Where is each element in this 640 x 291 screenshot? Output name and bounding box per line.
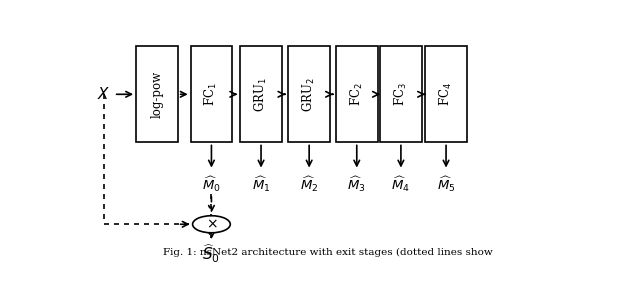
Text: FC$_1$: FC$_1$ — [204, 82, 220, 106]
Bar — [425, 46, 467, 143]
Text: GRU$_1$: GRU$_1$ — [253, 77, 269, 112]
Text: Fig. 1: nsNet2 architecture with exit stages (dotted lines show: Fig. 1: nsNet2 architecture with exit st… — [163, 248, 493, 257]
Text: $\widehat{M}_4$: $\widehat{M}_4$ — [392, 174, 410, 194]
Circle shape — [193, 216, 230, 233]
Text: $\times$: $\times$ — [205, 217, 218, 231]
Text: GRU$_2$: GRU$_2$ — [301, 77, 317, 112]
Text: $\widehat{M}_3$: $\widehat{M}_3$ — [348, 174, 366, 194]
Bar — [136, 46, 178, 143]
Bar — [289, 46, 330, 143]
Text: FC$_3$: FC$_3$ — [393, 82, 409, 106]
Bar — [380, 46, 422, 143]
Text: $\widehat{M}_5$: $\widehat{M}_5$ — [436, 174, 455, 194]
Text: FC$_2$: FC$_2$ — [349, 82, 365, 106]
Text: FC$_4$: FC$_4$ — [438, 82, 454, 106]
Bar — [191, 46, 232, 143]
Text: $\widehat{M}_1$: $\widehat{M}_1$ — [252, 174, 270, 194]
Bar — [336, 46, 378, 143]
Bar — [240, 46, 282, 143]
Text: $X$: $X$ — [97, 86, 111, 102]
Text: $\widehat{M}_0$: $\widehat{M}_0$ — [202, 174, 221, 194]
Text: $\widehat{M}_2$: $\widehat{M}_2$ — [300, 174, 318, 194]
Text: log-pow: log-pow — [150, 71, 163, 118]
Text: $\widehat{S}_0$: $\widehat{S}_0$ — [202, 242, 220, 265]
